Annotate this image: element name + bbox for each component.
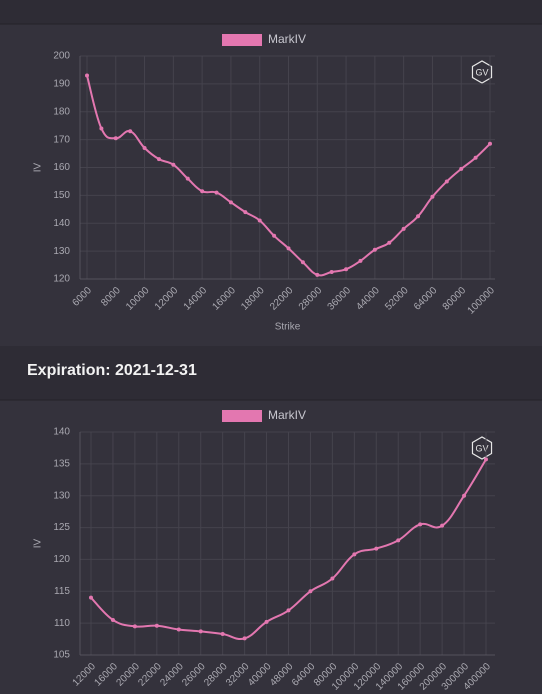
point [330, 576, 335, 581]
point [416, 214, 421, 219]
panel [0, 24, 542, 346]
point [484, 457, 488, 462]
point [459, 166, 464, 171]
y-axis-label: IV [33, 162, 44, 172]
point [372, 247, 377, 252]
y-tick-label: 105 [53, 650, 70, 661]
y-tick-label: 125 [53, 522, 70, 533]
point [473, 155, 478, 160]
point [352, 552, 357, 557]
point [171, 162, 176, 167]
watermark: GV [475, 443, 488, 453]
point [315, 272, 320, 277]
point [358, 258, 363, 263]
point [142, 145, 147, 150]
point [488, 141, 492, 146]
point [440, 523, 445, 528]
point [286, 246, 291, 251]
point [154, 623, 159, 628]
point [418, 522, 423, 527]
watermark-icon [471, 436, 493, 460]
point [308, 589, 313, 594]
point [89, 595, 93, 600]
point [228, 200, 233, 205]
point [430, 194, 435, 199]
point [200, 189, 205, 194]
point [396, 538, 401, 543]
point [374, 546, 379, 551]
point [387, 240, 392, 245]
point [264, 619, 269, 624]
point [243, 210, 248, 215]
point [185, 176, 190, 181]
point [242, 636, 247, 641]
y-tick-label: 115 [54, 586, 70, 597]
panel [0, 400, 542, 694]
point [462, 493, 467, 498]
point [220, 631, 225, 636]
watermark-icon [471, 60, 493, 84]
point [344, 267, 349, 272]
y-tick-label: 135 [53, 458, 70, 469]
point [198, 629, 203, 634]
legend-swatch [222, 410, 262, 422]
y-tick-label: 200 [53, 51, 70, 62]
y-tick-label: 170 [53, 134, 70, 145]
point [110, 617, 115, 622]
y-tick-label: 140 [53, 218, 70, 229]
y-tick-label: 130 [53, 246, 70, 257]
point [300, 260, 305, 265]
watermark: GV [475, 67, 488, 77]
y-tick-label: 130 [53, 490, 70, 501]
point [128, 129, 133, 134]
point [113, 136, 118, 141]
point [85, 73, 89, 78]
y-tick-label: 120 [53, 554, 70, 565]
y-tick-label: 190 [53, 79, 70, 90]
y-tick-label: 150 [53, 190, 70, 201]
point [176, 627, 181, 632]
point [286, 608, 291, 613]
legend-label: MarkIV [268, 32, 306, 46]
point [132, 624, 137, 629]
point [156, 157, 161, 162]
y-tick-label: 160 [53, 162, 70, 173]
point [272, 233, 277, 238]
legend-swatch [222, 34, 262, 46]
point [257, 218, 262, 223]
point [329, 270, 334, 275]
legend-label: MarkIV [268, 408, 306, 422]
y-tick-label: 120 [53, 274, 70, 285]
y-axis-label: IV [33, 538, 44, 548]
y-tick-label: 110 [54, 618, 70, 629]
point [214, 190, 219, 195]
heading: Expiration: 2021-12-31 [27, 362, 197, 379]
point [401, 226, 406, 231]
point [444, 179, 449, 184]
y-tick-label: 180 [53, 106, 70, 117]
point [99, 126, 104, 131]
y-tick-label: 140 [53, 427, 70, 438]
x-axis-label: Strike [275, 322, 301, 333]
